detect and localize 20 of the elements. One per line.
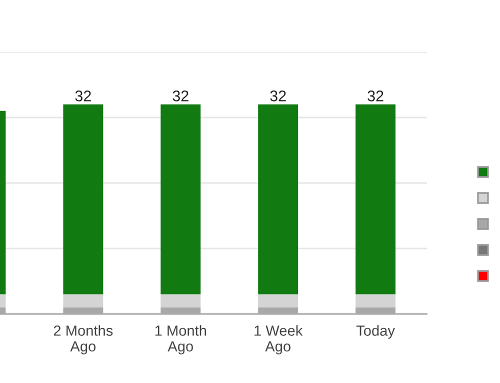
bar [258,104,298,294]
x-tick-label: 2 Months Ago [54,325,113,354]
bar [160,104,201,294]
bar [160,294,201,308]
bar [63,104,104,294]
bar [258,308,298,314]
x-tick-label: 1 Week Ago [254,325,303,354]
bar [63,308,104,314]
bar [160,308,201,314]
bar [356,308,396,314]
annotation: 32 [270,90,286,102]
annotation: 32 [172,90,188,102]
bar [63,294,104,308]
annotation: 32 [368,90,384,102]
bar [258,294,298,308]
annotation: 32 [75,90,91,102]
bar [356,294,396,308]
bar [356,104,396,294]
x-tick-label: 1 Month Ago [155,325,206,354]
x-tick-label: Today [356,325,395,339]
